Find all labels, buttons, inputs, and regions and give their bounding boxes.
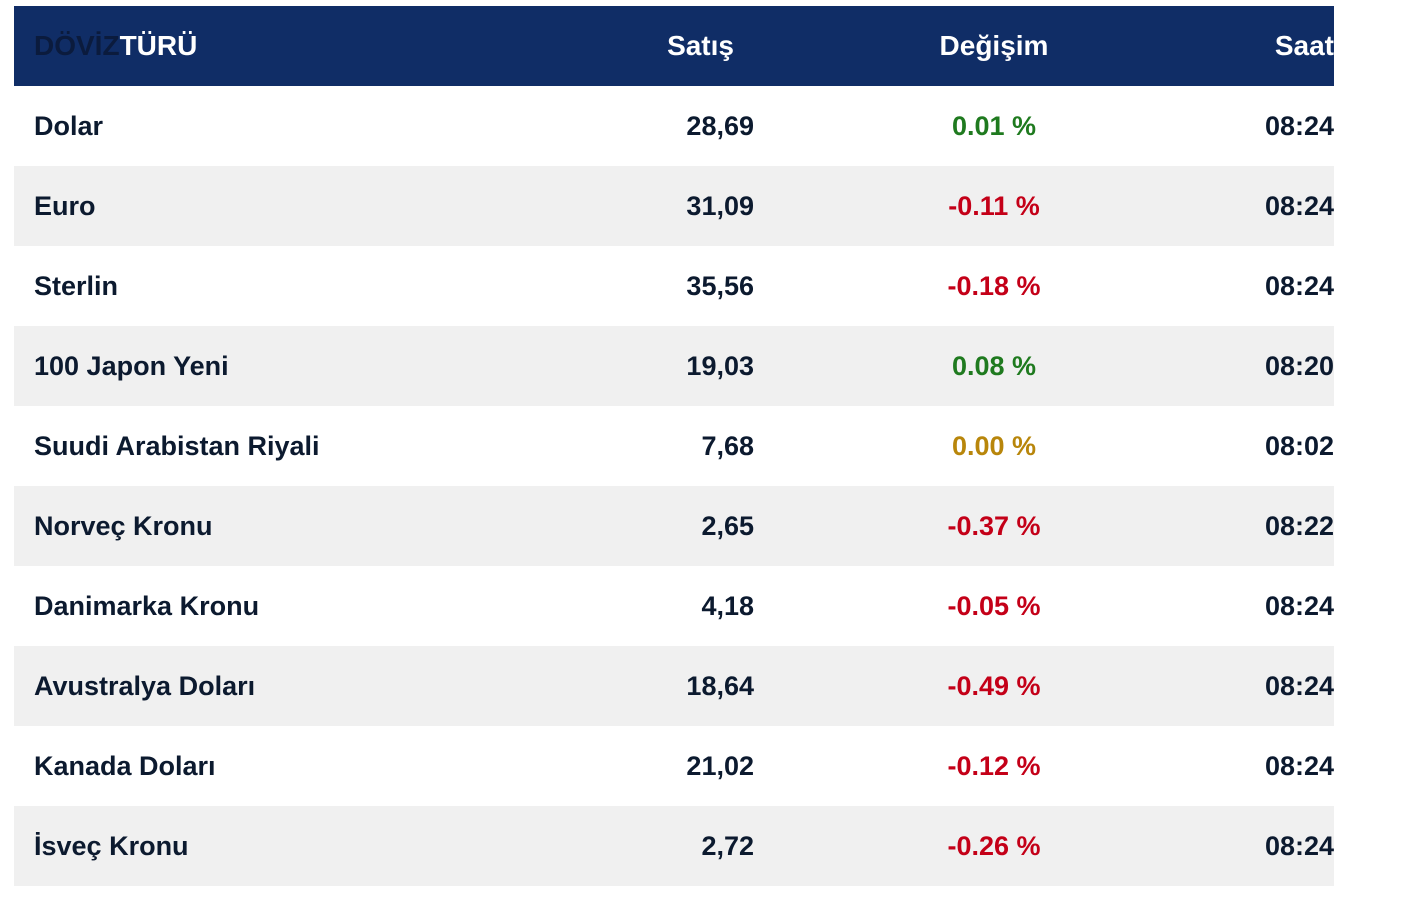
table-row[interactable]: Avustralya Doları 18,64 -0.49 % 08:24	[14, 646, 1334, 726]
sale-value: 4,18	[701, 590, 754, 621]
table-row[interactable]: 100 Japon Yeni 19,03 0.08 % 08:20	[14, 326, 1334, 406]
sale-value: 31,09	[686, 190, 754, 221]
time-value: 08:20	[1264, 350, 1334, 381]
table-row[interactable]: Dolar 28,69 0.01 % 08:24	[14, 86, 1334, 166]
currency-name: Euro	[34, 190, 96, 221]
currency-name: Kanada Doları	[34, 750, 216, 781]
sale-value: 7,68	[701, 430, 754, 461]
change-value: -0.26 %	[947, 830, 1041, 861]
sale-value: 2,72	[701, 830, 754, 861]
header-sale: Satış	[667, 30, 734, 61]
time-value: 08:24	[1264, 670, 1334, 701]
table-header: DÖVİZTÜRÜ Satış Değişim Saat	[14, 6, 1334, 86]
table-row[interactable]: Norveç Kronu 2,65 -0.37 % 08:22	[14, 486, 1334, 566]
table-row[interactable]: Kanada Doları 21,02 -0.12 % 08:24	[14, 726, 1334, 806]
currency-name: Dolar	[34, 110, 104, 141]
sale-value: 2,65	[701, 510, 754, 541]
header-change: Değişim	[939, 30, 1049, 61]
change-value: 0.08 %	[951, 350, 1037, 381]
table-row[interactable]: Sterlin 35,56 -0.18 % 08:24	[14, 246, 1334, 326]
table-row[interactable]: İsveç Kronu 2,72 -0.26 % 08:24	[14, 806, 1334, 886]
sale-value: 35,56	[686, 270, 754, 301]
change-value: -0.12 %	[947, 750, 1041, 781]
time-value: 08:24	[1264, 750, 1334, 781]
header-currency-type-part2: TÜRÜ	[119, 30, 198, 61]
change-value: -0.05 %	[947, 590, 1041, 621]
change-value: -0.18 %	[947, 270, 1041, 301]
table-row[interactable]: Euro 31,09 -0.11 % 08:24	[14, 166, 1334, 246]
sale-value: 21,02	[686, 750, 754, 781]
time-value: 08:22	[1264, 510, 1334, 541]
time-value: 08:24	[1264, 190, 1334, 221]
header-currency-type: DÖVİZTÜRÜ	[14, 30, 534, 62]
sale-value: 19,03	[686, 350, 754, 381]
time-value: 08:24	[1264, 590, 1334, 621]
currency-table: DÖVİZTÜRÜ Satış Değişim Saat Dolar 28,69…	[14, 6, 1334, 886]
currency-name: Avustralya Doları	[34, 670, 256, 701]
time-value: 08:24	[1264, 830, 1334, 861]
currency-name: İsveç Kronu	[34, 830, 189, 861]
header-currency-type-part1: DÖVİZ	[34, 30, 120, 61]
currency-name: Suudi Arabistan Riyali	[34, 430, 320, 461]
sale-value: 28,69	[686, 110, 754, 141]
time-value: 08:02	[1264, 430, 1334, 461]
sale-value: 18,64	[686, 670, 754, 701]
change-value: 0.01 %	[951, 110, 1037, 141]
change-value: 0.00 %	[951, 430, 1037, 461]
change-value: -0.11 %	[948, 190, 1040, 221]
header-time: Saat	[1274, 30, 1334, 61]
time-value: 08:24	[1264, 270, 1334, 301]
currency-name: Norveç Kronu	[34, 510, 213, 541]
table-row[interactable]: Suudi Arabistan Riyali 7,68 0.00 % 08:02	[14, 406, 1334, 486]
currency-name: Sterlin	[34, 270, 119, 301]
time-value: 08:24	[1264, 110, 1334, 141]
table-row[interactable]: Danimarka Kronu 4,18 -0.05 % 08:24	[14, 566, 1334, 646]
change-value: -0.37 %	[947, 510, 1041, 541]
change-value: -0.49 %	[947, 670, 1041, 701]
currency-name: 100 Japon Yeni	[34, 350, 229, 381]
currency-name: Danimarka Kronu	[34, 590, 260, 621]
